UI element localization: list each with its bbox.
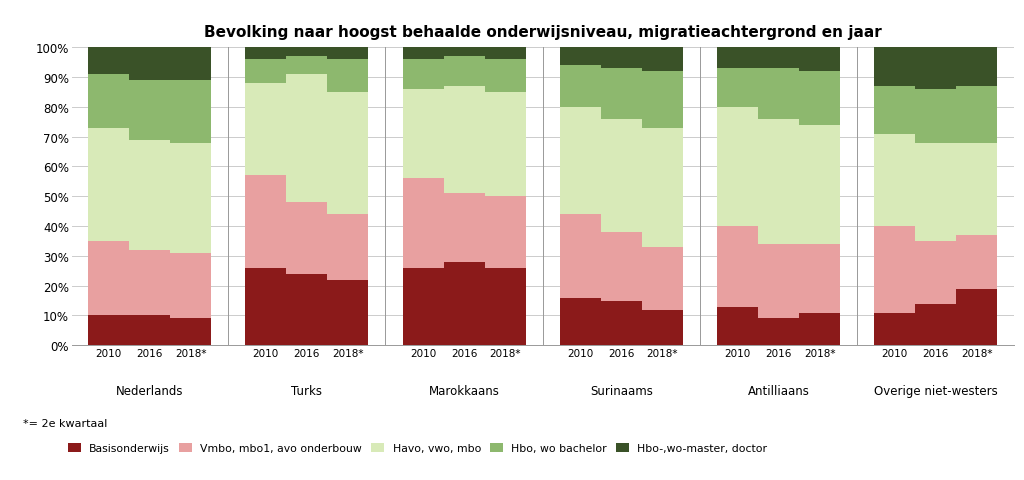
Bar	[402, 60, 443, 90]
Bar	[246, 60, 287, 84]
Bar	[246, 268, 287, 346]
Bar	[915, 48, 956, 90]
Bar	[874, 134, 915, 227]
Bar	[642, 48, 683, 72]
Bar	[717, 307, 758, 346]
Bar	[956, 143, 997, 236]
Text: Turks: Turks	[292, 384, 323, 397]
Bar	[443, 194, 484, 262]
Text: Surinaams: Surinaams	[590, 384, 652, 397]
Bar	[915, 90, 956, 143]
Bar	[246, 84, 287, 176]
Bar	[601, 69, 642, 120]
Bar	[88, 48, 129, 75]
Bar	[246, 48, 287, 60]
Bar	[560, 48, 601, 66]
Bar	[717, 227, 758, 307]
Bar	[129, 48, 170, 81]
Bar	[799, 72, 840, 125]
Bar	[88, 128, 129, 241]
Bar	[956, 48, 997, 87]
Bar	[642, 310, 683, 346]
Bar	[560, 108, 601, 215]
Bar	[956, 236, 997, 289]
Bar	[758, 319, 799, 346]
Bar	[560, 298, 601, 346]
Bar	[560, 215, 601, 298]
Bar	[170, 81, 211, 143]
Bar	[328, 215, 369, 280]
Bar	[328, 280, 369, 346]
Bar	[443, 57, 484, 87]
Bar	[484, 197, 525, 268]
Bar	[758, 48, 799, 69]
Text: Nederlands: Nederlands	[116, 384, 183, 397]
Legend: Basisonderwijs, Vmbo, mbo1, avo onderbouw, Havo, vwo, mbo, Hbo, wo bachelor, Hbo: Basisonderwijs, Vmbo, mbo1, avo onderbou…	[68, 443, 767, 453]
Bar	[717, 69, 758, 108]
Bar	[799, 244, 840, 313]
Bar	[601, 120, 642, 232]
Bar	[129, 316, 170, 346]
Bar	[443, 87, 484, 194]
Bar	[287, 203, 328, 274]
Text: *= 2e kwartaal: *= 2e kwartaal	[24, 418, 108, 428]
Bar	[287, 274, 328, 346]
Bar	[484, 268, 525, 346]
Bar	[88, 316, 129, 346]
Bar	[170, 253, 211, 319]
Bar	[601, 232, 642, 301]
Bar	[799, 313, 840, 346]
Bar	[328, 60, 369, 93]
Text: Marokkaans: Marokkaans	[429, 384, 500, 397]
Bar	[443, 48, 484, 57]
Bar	[758, 69, 799, 120]
Bar	[717, 108, 758, 227]
Bar	[717, 48, 758, 69]
Bar	[642, 72, 683, 128]
Bar	[758, 120, 799, 244]
Bar	[642, 247, 683, 310]
Bar	[915, 143, 956, 241]
Bar	[484, 93, 525, 197]
Bar	[328, 93, 369, 215]
Bar	[129, 81, 170, 140]
Bar	[484, 60, 525, 93]
Bar	[88, 241, 129, 316]
Bar	[956, 289, 997, 346]
Bar	[443, 262, 484, 346]
Bar	[129, 140, 170, 251]
Bar	[402, 48, 443, 60]
Bar	[287, 57, 328, 75]
Bar	[328, 48, 369, 60]
Text: Antilliaans: Antilliaans	[748, 384, 810, 397]
Bar	[874, 227, 915, 313]
Bar	[402, 90, 443, 179]
Bar	[170, 319, 211, 346]
Bar	[170, 48, 211, 81]
Bar	[874, 87, 915, 134]
Bar	[799, 125, 840, 244]
Bar	[560, 66, 601, 108]
Bar	[956, 87, 997, 143]
Bar	[402, 268, 443, 346]
Bar	[287, 48, 328, 57]
Bar	[799, 48, 840, 72]
Bar	[642, 128, 683, 247]
Bar	[402, 179, 443, 268]
Bar	[601, 48, 642, 69]
Bar	[246, 176, 287, 268]
Bar	[915, 304, 956, 346]
Title: Bevolking naar hoogst behaalde onderwijsniveau, migratieachtergrond en jaar: Bevolking naar hoogst behaalde onderwijs…	[204, 25, 882, 40]
Bar	[915, 241, 956, 304]
Bar	[129, 251, 170, 316]
Bar	[484, 48, 525, 60]
Text: Overige niet-westers: Overige niet-westers	[873, 384, 997, 397]
Bar	[874, 48, 915, 87]
Bar	[601, 301, 642, 346]
Bar	[88, 75, 129, 128]
Bar	[874, 313, 915, 346]
Bar	[758, 244, 799, 319]
Bar	[170, 143, 211, 253]
Bar	[287, 75, 328, 203]
